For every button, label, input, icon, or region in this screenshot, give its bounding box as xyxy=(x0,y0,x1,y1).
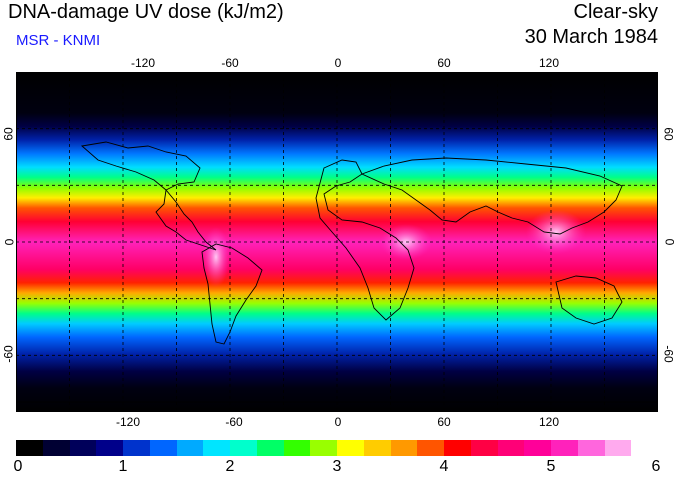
colorbar-segment xyxy=(417,440,444,456)
colorbar-tick-label: 4 xyxy=(439,458,449,475)
colorbar-segment xyxy=(42,440,70,456)
colorbar-segment xyxy=(551,440,578,456)
colorbar-segment xyxy=(96,440,123,456)
map-title: DNA-damage UV dose (kJ/m2) xyxy=(8,1,284,23)
colorbar-segment xyxy=(256,440,284,456)
colorbar-tick-label: 1 xyxy=(118,458,128,475)
colorbar-segment xyxy=(497,440,525,456)
colorbar-segment xyxy=(631,440,658,456)
colorbar-segment xyxy=(470,440,498,456)
colorbar-segment xyxy=(390,440,418,456)
colorbar-segment xyxy=(123,440,150,456)
colorbar-segment xyxy=(149,440,177,456)
lon-label-bottom-2: -60 xyxy=(225,415,243,429)
lon-label-top-1: -120 xyxy=(130,56,156,70)
lon-label-bottom-1: -120 xyxy=(115,415,141,429)
colorbar-segment xyxy=(363,440,391,456)
map-canvas xyxy=(16,72,658,412)
lat-label-right-2: 0 xyxy=(662,238,677,246)
high-uv-hotspot-indonesia xyxy=(526,210,586,254)
colorbar-tick-label: 3 xyxy=(332,458,342,475)
colorbar-segment xyxy=(524,440,551,456)
coastline-north-america xyxy=(80,141,217,251)
lon-label-bottom-4: 60 xyxy=(437,415,451,429)
map-date: 30 March 1984 xyxy=(524,26,658,48)
colorbar-tick-label: 6 xyxy=(651,458,661,475)
colorbar-segment xyxy=(16,440,43,456)
lat-label-left-3: -60 xyxy=(1,345,16,363)
lon-label-bottom-3: 0 xyxy=(334,415,342,429)
lat-label-right-3: -60 xyxy=(661,345,676,363)
lat-label-left-1: 60 xyxy=(1,127,16,141)
coastline-asia xyxy=(360,157,623,235)
coastline-europe-africa xyxy=(315,159,415,321)
lon-label-top-2: -60 xyxy=(221,56,239,70)
lon-label-bottom-5: 120 xyxy=(538,415,560,429)
colorbar-segment xyxy=(176,440,204,456)
colorbar-segment xyxy=(69,440,97,456)
colorbar-segment xyxy=(283,440,311,456)
lat-label-left-2: 0 xyxy=(2,238,17,246)
map-subtitle: MSR - KNMI xyxy=(16,32,101,49)
colorbar-segment xyxy=(577,440,605,456)
lon-label-top-3: 0 xyxy=(334,56,342,70)
colorbar-segment xyxy=(337,440,364,456)
map-frame xyxy=(16,72,658,412)
colorbar-segment xyxy=(604,440,632,456)
colorbar-segment xyxy=(310,440,337,456)
coastline-south-america xyxy=(201,243,263,345)
colorbar-tick-label: 5 xyxy=(546,458,556,475)
lat-label-right-1: 60 xyxy=(661,127,676,141)
colorbar-segment xyxy=(444,440,471,456)
lat-gridlines xyxy=(16,128,658,356)
colorbar-segment xyxy=(230,440,257,456)
coastline-australia xyxy=(555,275,623,325)
colorbar-segment xyxy=(203,440,230,456)
uv-dose-map xyxy=(16,72,658,412)
colorbar-tick-label: 0 xyxy=(13,458,23,475)
sky-condition: Clear-sky xyxy=(573,1,658,23)
lon-label-top-5: 120 xyxy=(538,56,560,70)
colorbar xyxy=(16,440,658,456)
colorbar-tick-label: 2 xyxy=(225,458,235,475)
lon-label-top-4: 60 xyxy=(437,56,451,70)
